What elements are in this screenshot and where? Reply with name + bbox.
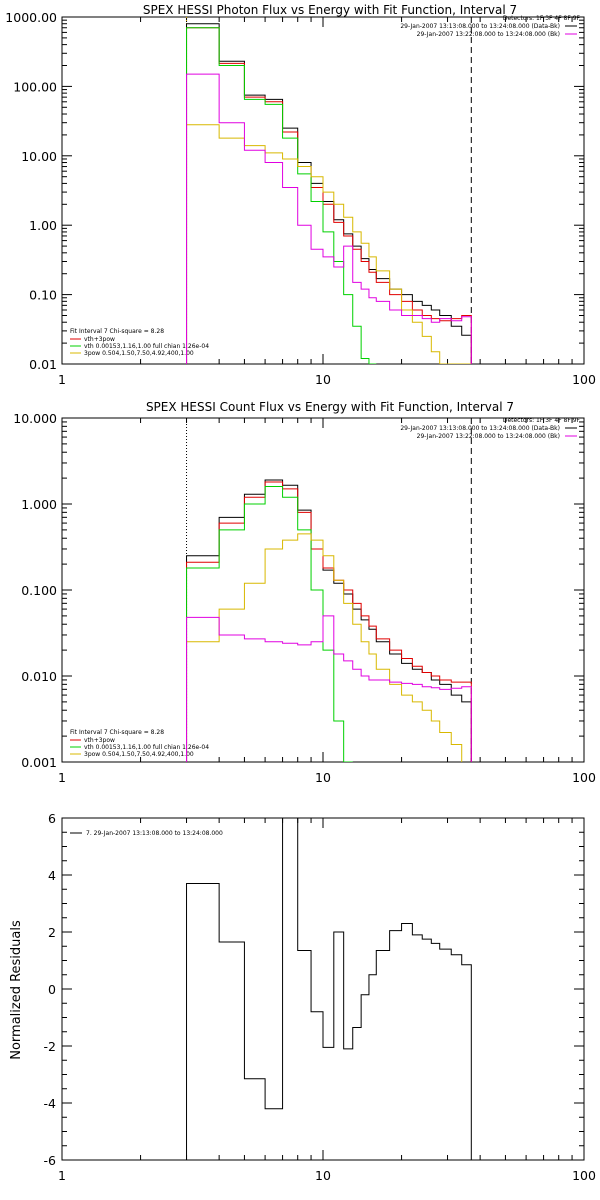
count-series-1 (186, 481, 472, 762)
residuals-ylabel: Normalized Residuals (9, 920, 24, 1060)
count-x-tick-label: 10 (315, 770, 331, 785)
count-x-tick-label: 1 (58, 770, 66, 785)
residuals-y-tick-label: 2 (48, 925, 56, 940)
residuals-y-tick-label: -6 (44, 1153, 57, 1168)
photon-series-2 (186, 27, 377, 364)
residuals-plot-area: 1 10 100 -6 -4 -2 0 2 4 6 (44, 811, 596, 1183)
residuals-x-tick-label: 10 (315, 1168, 331, 1183)
photon-flux-fit-legend: Fit Interval 7 Chi-square = 8.28 vth+3po… (70, 328, 209, 357)
residuals-x-tick-label: 1 (58, 1168, 66, 1183)
photon-flux-title: SPEX HESSI Photon Flux vs Energy with Fi… (143, 3, 517, 17)
photon-y-tick-label: 10.00 (21, 149, 57, 164)
count-plot-area: 1 10 100 0.001 0.010 0.100 1.000 10.000 (13, 411, 596, 785)
photon-x-tick-label: 10 (315, 372, 331, 387)
residuals-legend-text: 7. 29-Jan-2007 13:13:08.000 to 13:24:08.… (86, 830, 223, 837)
count-bk-interval-text: 29-Jan-2007 13:22:08.000 to 13:24:08.000… (417, 433, 560, 440)
photon-legend-vth-3pow: vth+3pow (84, 336, 115, 343)
photon-plot-area: 1 10 100 0.01 0.10 1.00 10.00 100.00 1000.00 (5, 10, 596, 387)
photon-series-4 (186, 73, 472, 364)
count-series-4 (186, 615, 472, 762)
count-series-3 (186, 533, 463, 762)
count-data-interval-text: 29-Jan-2007 13:13:08.000 to 13:24:08.000… (400, 425, 560, 432)
photon-y-tick-label: 1.00 (29, 218, 57, 233)
residuals-y-tick-label: -2 (44, 1039, 56, 1054)
count-legend-vth: vth 0.00153,1.16,1.00 full chian 1.26e-0… (84, 744, 209, 751)
photon-flux-panel: SPEX HESSI Photon Flux vs Energy with Fi… (70, 3, 581, 357)
photon-y-tick-label: 0.01 (29, 357, 57, 372)
photon-x-tick-label: 1 (58, 372, 66, 387)
photon-series-1 (186, 27, 472, 364)
count-detectors-text: Detectors: 1F 3F 4F 8F 9F (503, 417, 581, 424)
photon-y-tick-label: 100.00 (13, 79, 57, 94)
residuals-panel: Normalized Residuals 7. 29-Jan-2007 13:1… (9, 830, 223, 1060)
residuals-y-tick-label: 4 (48, 868, 56, 883)
residuals-x-tick-label: 100 (572, 1168, 596, 1183)
count-legend-vth-3pow: vth+3pow (84, 737, 115, 744)
count-legend-3pow: 3pow 0.504,1.50,7.50,4.92,400,1.00 (84, 751, 194, 758)
count-y-tick-label: 0.001 (21, 755, 57, 770)
count-y-tick-label: 0.010 (21, 669, 57, 684)
count-flux-title: SPEX HESSI Count Flux vs Energy with Fit… (146, 400, 514, 414)
photon-y-tick-label: 1000.00 (5, 10, 57, 25)
photon-flux-info: Detectors: 1F 3F 4F 8F 9F 29-Jan-2007 13… (400, 15, 580, 38)
photon-x-tick-label: 100 (572, 372, 596, 387)
count-series-2 (186, 485, 353, 762)
count-flux-fit-legend: Fit Interval 7 Chi-square = 8.28 vth+3po… (70, 729, 209, 758)
count-fit-info-text: Fit Interval 7 Chi-square = 8.28 (70, 729, 164, 736)
photon-legend-vth: vth 0.00153,1.16,1.00 full chian 1.26e-0… (84, 343, 209, 350)
residuals-series-0 (186, 818, 472, 1160)
count-y-tick-label: 10.000 (13, 411, 57, 426)
photon-bk-interval-text: 29-Jan-2007 13:22:08.000 to 13:24:08.000… (417, 31, 560, 38)
count-y-tick-label: 1.000 (21, 497, 57, 512)
count-flux-info: Detectors: 1F 3F 4F 8F 9F 29-Jan-2007 13… (400, 417, 580, 440)
photon-y-tick-label: 0.10 (29, 288, 57, 303)
photon-detectors-text: Detectors: 1F 3F 4F 8F 9F (503, 15, 581, 22)
photon-legend-3pow: 3pow 0.504,1.50,7.50,4.92,400,1.00 (84, 350, 194, 357)
residuals-y-tick-label: -4 (44, 1096, 57, 1111)
residuals-y-tick-label: 0 (48, 982, 56, 997)
count-x-tick-label: 100 (572, 770, 596, 785)
count-flux-panel: SPEX HESSI Count Flux vs Energy with Fit… (70, 400, 581, 758)
photon-data-interval-text: 29-Jan-2007 13:13:08.000 to 13:24:08.000… (400, 23, 560, 30)
count-y-tick-label: 0.100 (21, 583, 57, 598)
photon-fit-info-text: Fit Interval 7 Chi-square = 8.28 (70, 328, 164, 335)
residuals-y-tick-label: 6 (48, 811, 56, 826)
